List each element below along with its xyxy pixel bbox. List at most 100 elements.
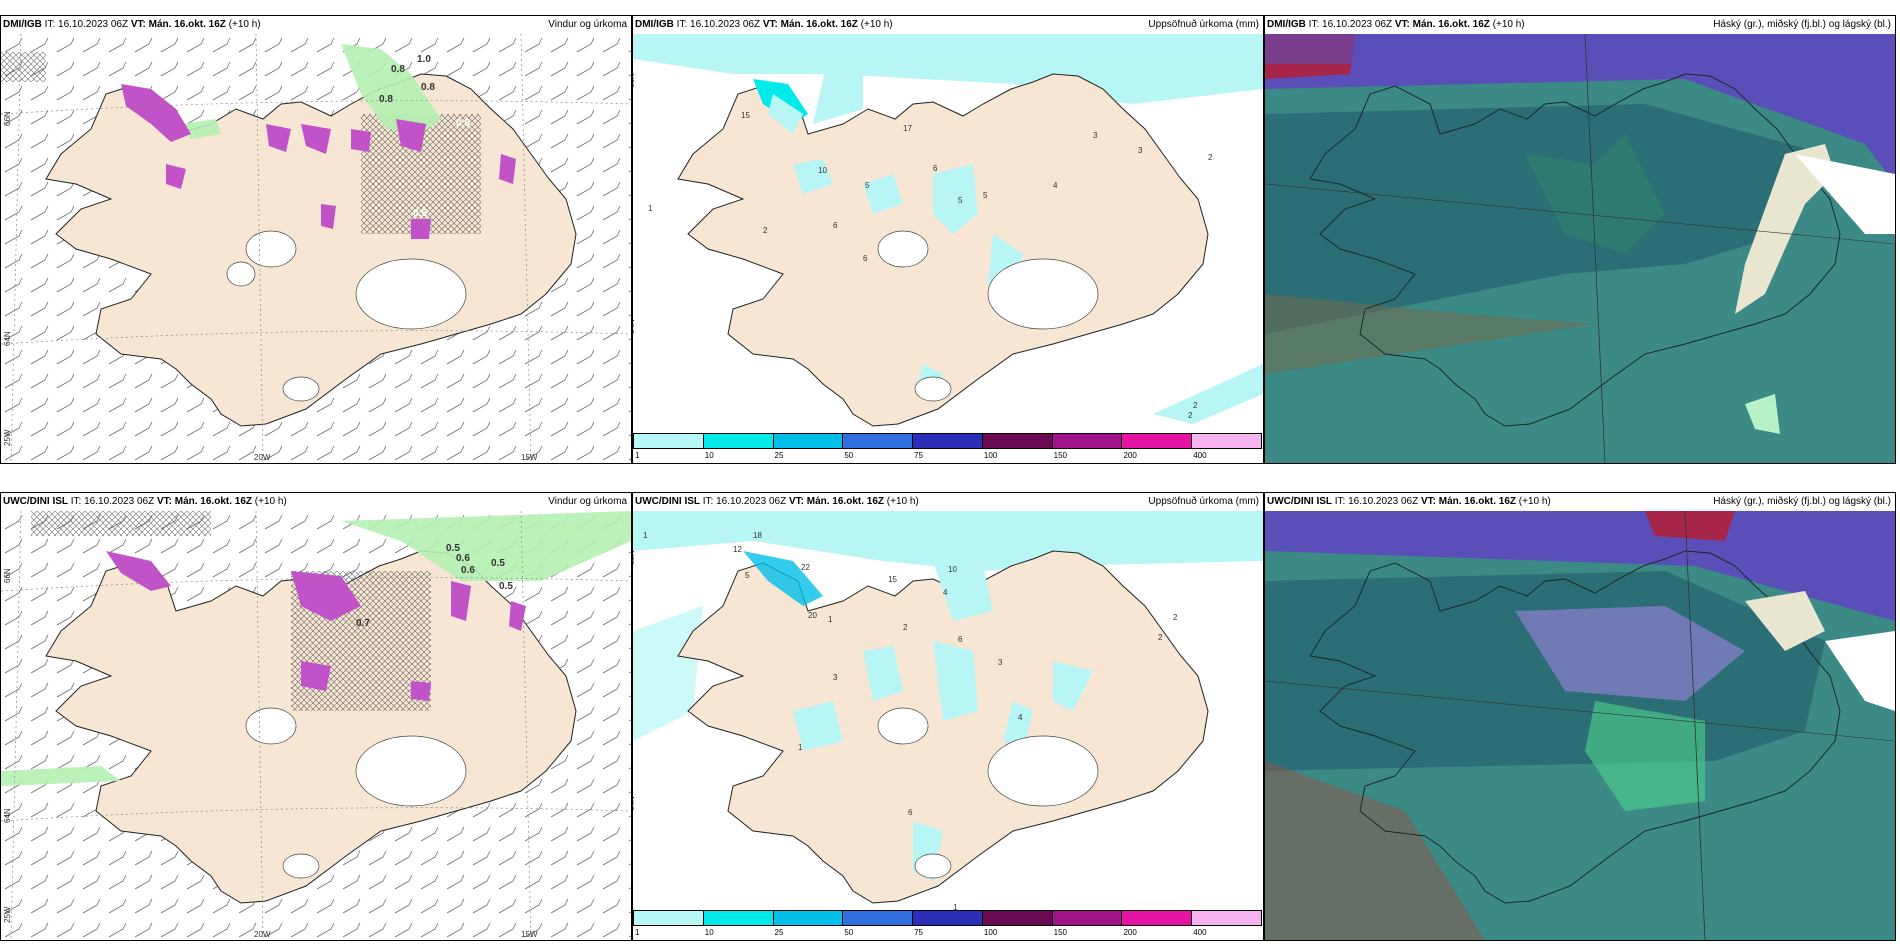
lat-label-64n: 64N <box>3 331 12 346</box>
panel-header: UWC/DINI ISL IT: 16.10.2023 06Z VT: Mán.… <box>633 493 1263 511</box>
colorbar-segment <box>842 433 914 449</box>
it-label: IT: <box>1334 496 1346 507</box>
colorbar-segment <box>912 433 983 449</box>
panel-header: DMI/IGB IT: 16.10.2023 06Z VT: Mán. 16.o… <box>633 16 1263 34</box>
colorbar-tick-label: 400 <box>1193 451 1207 460</box>
colorbar-segment <box>633 910 704 926</box>
it-label: IT: <box>44 19 56 30</box>
colorbar-segment <box>1121 910 1193 926</box>
colorbar-segment <box>1121 433 1193 449</box>
wind-panel-bottom: UWC/DINI ISL IT: 16.10.2023 06Z VT: Mán.… <box>0 492 632 941</box>
lat-label-66n: 66N <box>3 568 12 583</box>
panel-title: Uppsöfnuð úrkoma (mm) <box>1148 19 1259 30</box>
colorbar-tick-label: 100 <box>983 451 998 460</box>
model-name: UWC/DINI ISL <box>1267 496 1332 507</box>
precip-value: 2 <box>1173 613 1178 622</box>
colorbar-tick-label: 25 <box>774 451 784 460</box>
precip-value: 22 <box>801 563 810 572</box>
precip-value: 3 <box>1093 131 1098 140</box>
wind-value-label: 0.8 <box>391 64 405 75</box>
precip-value: 1 <box>798 743 803 752</box>
panel-title: Uppsöfnuð úrkoma (mm) <box>1148 496 1259 507</box>
precip-value: 6 <box>933 164 938 173</box>
it-value: 16.10.2023 06Z <box>716 496 787 507</box>
wind-panel-top: DMI/IGB IT: 16.10.2023 06Z VT: Mán. 16.o… <box>0 15 632 464</box>
precip-map[interactable] <box>633 34 1263 433</box>
it-value: 16.10.2023 06Z <box>84 496 155 507</box>
it-label: IT: <box>702 496 714 507</box>
lat-label-66n: 66N <box>632 550 636 565</box>
wind-value-label: 0.8 <box>421 82 435 93</box>
colorbar-segment <box>912 910 983 926</box>
lat-label-64n: 64N <box>3 808 12 823</box>
precip-value: 1 <box>648 204 653 213</box>
wind-value-label: 0.6 <box>456 553 470 564</box>
it-value: 16.10.2023 06Z <box>58 19 129 30</box>
cloud-map[interactable] <box>1265 511 1895 940</box>
lead-time: (+10 h) <box>886 496 919 507</box>
lead-time: (+10 h) <box>860 19 893 30</box>
precip-map[interactable] <box>633 511 1263 910</box>
precip-value: 10 <box>948 565 957 574</box>
colorbar-segment <box>842 910 914 926</box>
clouds-panel-bottom: UWC/DINI ISL IT: 16.10.2023 06Z VT: Mán.… <box>1264 492 1896 941</box>
precip-value: 1 <box>643 531 648 540</box>
precip-value: 5 <box>745 571 750 580</box>
precip-panel-bottom: UWC/DINI ISL IT: 16.10.2023 06Z VT: Mán.… <box>632 492 1264 941</box>
lead-time: (+10 h) <box>254 496 287 507</box>
precip-value: 5 <box>983 191 988 200</box>
cloud-map[interactable] <box>1265 34 1895 463</box>
precip-panel-top: DMI/IGB IT: 16.10.2023 06Z VT: Mán. 16.o… <box>632 15 1264 464</box>
wind-value-label: 1.0 <box>417 54 431 65</box>
precip-value: 4 <box>943 588 948 597</box>
wind-value-label: 0.5 <box>491 558 505 569</box>
lon-label-15w: 15W <box>521 930 538 939</box>
colorbar-tick-label: 1 <box>635 928 640 937</box>
wind-map[interactable] <box>1 511 631 940</box>
wind-map[interactable] <box>1 34 631 463</box>
precip-colorbar: 1 10 25 50 75 100 150 200 400 <box>633 910 1263 940</box>
vt-label: VT: Mán. 16.okt. 16Z <box>130 19 226 30</box>
precip-value: 2 <box>1208 153 1213 162</box>
precip-colorbar: 1 10 25 50 75 100 150 200 400 <box>633 433 1263 463</box>
precip-value: 6 <box>863 254 868 263</box>
lon-label-20w: 20W <box>254 930 271 939</box>
lat-label-64n: 64N <box>632 319 636 334</box>
clouds-panel-top: DMI/IGB IT: 16.10.2023 06Z VT: Mán. 16.o… <box>1264 15 1896 464</box>
colorbar-segment <box>981 910 1053 926</box>
lon-label-15w: 15W <box>521 453 538 462</box>
panel-title: Vindur og úrkoma <box>548 19 627 30</box>
it-value: 16.10.2023 06Z <box>690 19 761 30</box>
wind-value-label: 0.5 <box>456 118 470 129</box>
model-name: UWC/DINI ISL <box>635 496 700 507</box>
colorbar-tick-label: 75 <box>914 451 924 460</box>
model-name: DMI/IGB <box>635 19 674 30</box>
colorbar-tick-label: 200 <box>1123 928 1137 937</box>
precip-value: 1 <box>953 903 958 912</box>
precip-value: 4 <box>1053 181 1058 190</box>
wind-value-label: 0.5 <box>413 208 427 219</box>
precip-value: 3 <box>1138 146 1143 155</box>
precip-value: 2 <box>903 623 908 632</box>
colorbar-tick-label: 50 <box>844 451 854 460</box>
precip-value: 20 <box>808 611 817 620</box>
colorbar-segment <box>772 910 844 926</box>
precip-value: 3 <box>833 673 838 682</box>
colorbar-tick-label: 75 <box>914 928 924 937</box>
colorbar-segment <box>702 910 774 926</box>
it-label: IT: <box>676 19 688 30</box>
colorbar-tick-label: 400 <box>1193 928 1207 937</box>
colorbar-tick-label: 150 <box>1053 451 1068 460</box>
colorbar-segment <box>1051 910 1123 926</box>
panel-title: Vindur og úrkoma <box>548 496 627 507</box>
colorbar-segment <box>1051 433 1123 449</box>
precip-value: 3 <box>998 658 1003 667</box>
lat-label-66n: 66N <box>632 73 636 88</box>
colorbar-segment <box>981 433 1053 449</box>
precip-value: 10 <box>818 166 827 175</box>
colorbar-segment <box>633 433 704 449</box>
wind-value-label: 0.8 <box>379 94 393 105</box>
colorbar-segment <box>1191 910 1262 926</box>
precip-value: 15 <box>741 111 750 120</box>
colorbar-tick-label: 10 <box>704 451 714 460</box>
